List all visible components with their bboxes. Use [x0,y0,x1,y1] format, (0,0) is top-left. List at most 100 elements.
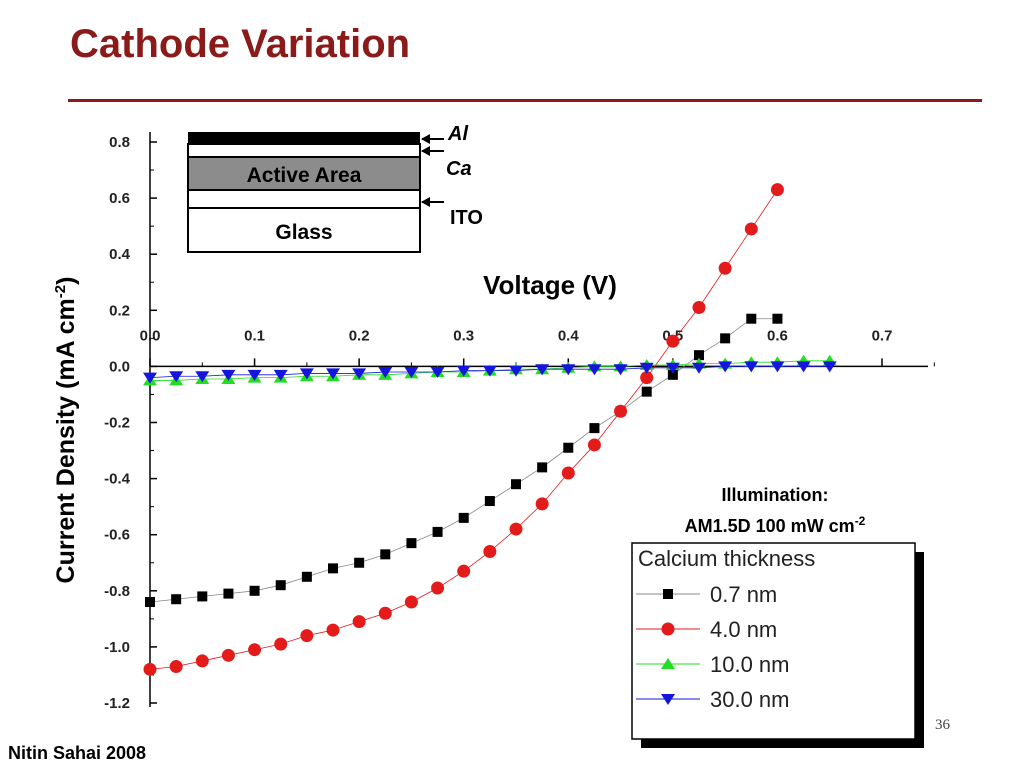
series-1 [143,183,784,676]
data-point [587,364,602,376]
data-point [457,564,471,578]
data-point [537,462,548,473]
ito-layer [187,189,421,209]
data-point [404,595,418,609]
y-tick-label: -0.6 [104,527,130,544]
data-point [772,313,783,324]
y-tick-label: -1.2 [104,695,130,712]
data-point [666,334,680,348]
data-point [822,361,837,373]
glass-label: Glass [275,221,332,244]
data-point [143,662,157,676]
al-arrow-icon [421,134,430,144]
y-tick-label: 0.2 [109,302,130,319]
x-tick-label: 0.6 [767,327,788,344]
device-stack-diagram: Active Area Glass Al Ca ITO [187,123,483,253]
y-axis-label-main: Current Density (mA cm [52,298,80,583]
data-point [326,368,340,380]
data-point [692,362,706,374]
ca-layer [187,143,421,158]
series-3 [143,361,837,384]
data-point [328,563,338,574]
legend-marker [661,622,675,636]
data-point [169,371,184,383]
title-divider [68,99,982,102]
data-point [456,365,471,377]
active-area-label: Active Area [247,164,362,187]
data-point [720,333,731,344]
data-point [589,423,600,434]
data-point [746,313,757,324]
data-point [352,615,366,629]
x-tick-label: 0.1 [244,327,265,344]
data-point [561,466,575,480]
data-point [484,496,495,507]
y-tick-label: -0.8 [104,583,130,600]
legend-label: 30.0 nm [710,687,790,712]
legend-title: Calcium thickness [638,546,815,571]
data-point [145,597,155,608]
data-point [613,364,628,376]
data-point [770,183,784,197]
data-point [665,362,680,374]
x-tick-label: 0.2 [349,327,370,344]
x-axis-label: Voltage (V) [483,270,617,300]
data-point [639,362,654,374]
data-point [273,369,288,381]
legend-label: 0.7 nm [710,582,777,607]
legend-marker [661,694,675,705]
y-tick-label: 0.8 [109,134,130,151]
data-point [221,648,235,662]
data-point [692,300,706,314]
data-point [247,369,262,381]
x-tick-label: 0.7 [872,327,893,344]
data-point [380,549,391,560]
y-tick-label: 0.4 [109,246,131,263]
y-axis-label-exp: -2 [52,285,69,298]
data-point [378,367,393,379]
data-point [169,660,183,674]
data-point [195,654,209,668]
data-point [563,442,574,453]
data-point [274,637,288,651]
x-tick-label: 0.0 [140,327,161,344]
x-tick-label: 0.3 [453,327,474,344]
slide-title: Cathode Variation [70,22,411,66]
y-tick-label: 0.6 [109,190,130,207]
data-point [248,643,262,657]
data-point [432,526,443,537]
active-area-layer [187,156,421,191]
illumination-line2-exp: -2 [854,514,866,528]
data-point [535,364,550,376]
legend-marker [661,658,675,669]
al-label: Al [447,123,468,145]
data-point [221,369,236,381]
data-point [171,594,182,605]
legend-label: 10.0 nm [710,652,790,677]
illumination-line2-text: AM1.5D 100 mW cm [684,516,855,536]
data-point [667,369,678,380]
data-point [354,557,365,568]
data-point [378,606,392,620]
data-point [249,585,260,596]
chart-series [143,183,837,676]
legend-marker [663,589,673,599]
data-point [299,368,314,380]
ca-arrow-icon [421,146,430,156]
x-tick-label: 0.4 [558,327,580,344]
data-point [718,261,732,275]
data-point [796,361,811,373]
legend-box [631,542,916,740]
y-tick-label: -0.2 [104,415,130,432]
data-point [404,367,419,379]
illumination-line1: Illumination: [721,485,829,505]
y-tick-label: -1.0 [104,639,130,656]
data-point [326,623,340,637]
ito-arrow-icon [421,197,430,207]
y-axis-label-close: ) [52,277,80,285]
data-point [641,386,652,397]
data-point [195,371,210,383]
ca-label: Ca [446,158,472,180]
illumination-note: Illumination: AM1.5D 100 mW cm-2 [640,482,910,539]
y-tick-label: -0.4 [104,471,131,488]
